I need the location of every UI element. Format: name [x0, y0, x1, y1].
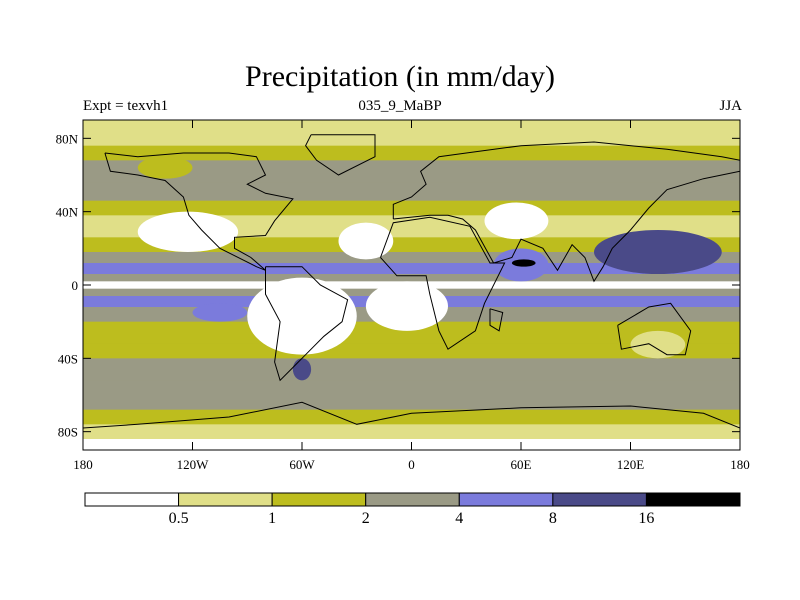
band-1: [83, 145, 740, 161]
band-18: [83, 395, 740, 411]
blob-0: [137, 211, 239, 252]
colorbar-box-1: [178, 492, 273, 507]
colorbar-box-5: [552, 492, 647, 507]
colorbar: 0.5 1 2 4 8 16: [84, 492, 741, 527]
band-2: [83, 160, 740, 183]
x-tick-label-4: 60E: [511, 457, 532, 472]
y-tick-label-2: 0: [72, 278, 79, 293]
coastline-europe-asia: [392, 141, 740, 283]
band-8: [83, 263, 740, 275]
x-tick-label-3: 0: [408, 457, 415, 472]
y-tick-label-0: 80N: [56, 131, 79, 146]
blob-4: [365, 281, 448, 331]
band-5: [83, 215, 740, 238]
blob-3: [247, 277, 357, 355]
coastline-antarctica: [83, 401, 740, 429]
axes: 180 120W 60W 0 60E 120E 180 80N 40N 0 40S 80S: [56, 120, 750, 472]
coastline-greenland: [305, 134, 376, 176]
blob-6: [594, 230, 722, 274]
period-label: 035_9_MaBP: [358, 98, 442, 114]
coastline-south-america: [265, 266, 349, 382]
coastline-australia: [617, 302, 692, 356]
colorbar-label-4: 8: [549, 510, 557, 527]
colorbar-box-4: [458, 492, 554, 507]
x-tick-label-6: 180: [730, 457, 750, 472]
colorbar-label-2: 2: [362, 510, 370, 527]
band-16: [83, 358, 740, 381]
precipitation-blobs: [137, 156, 722, 381]
x-tick-label-1: 120W: [177, 457, 210, 472]
coastlines: [83, 134, 740, 429]
colorbar-label-1: 1: [268, 510, 276, 527]
colorbar-box-2: [271, 492, 367, 507]
x-tick-label-2: 60W: [289, 457, 315, 472]
colorbar-box-6: [645, 492, 741, 507]
band-19: [83, 409, 740, 425]
band-4: [83, 200, 740, 216]
band-3: [83, 182, 740, 202]
season-label: JJA: [719, 98, 742, 114]
coastline-north-america: [104, 152, 294, 271]
coastline-madagascar: [489, 308, 504, 332]
x-tick-label-5: 120E: [617, 457, 645, 472]
experiment-label: Expt = texvh1: [83, 98, 169, 114]
colorbar-label-0: 0.5: [169, 510, 189, 527]
y-tick-label-4: 80S: [58, 425, 78, 440]
y-tick-label-1: 40N: [56, 205, 79, 220]
band-14: [83, 321, 740, 345]
colorbar-box-0: [84, 492, 180, 507]
band-17: [83, 380, 740, 396]
blob-7: [511, 259, 536, 267]
blob-9: [192, 303, 248, 322]
band-15: [83, 343, 740, 359]
band-9: [83, 274, 740, 282]
blob-8: [292, 358, 312, 381]
coastline-africa: [380, 216, 506, 350]
blob-10: [630, 330, 686, 359]
colorbar-box-3: [365, 492, 460, 507]
blob-11: [137, 156, 193, 179]
band-20: [83, 424, 740, 440]
colorbar-label-3: 4: [455, 510, 463, 527]
x-tick-label-0: 180: [73, 457, 93, 472]
band-7: [83, 252, 740, 264]
y-tick-label-3: 40S: [58, 351, 78, 366]
blob-1: [338, 222, 394, 260]
colorbar-label-5: 16: [638, 510, 654, 527]
blob-2: [484, 202, 549, 240]
chart-title: Precipitation (in mm/day): [245, 60, 555, 93]
